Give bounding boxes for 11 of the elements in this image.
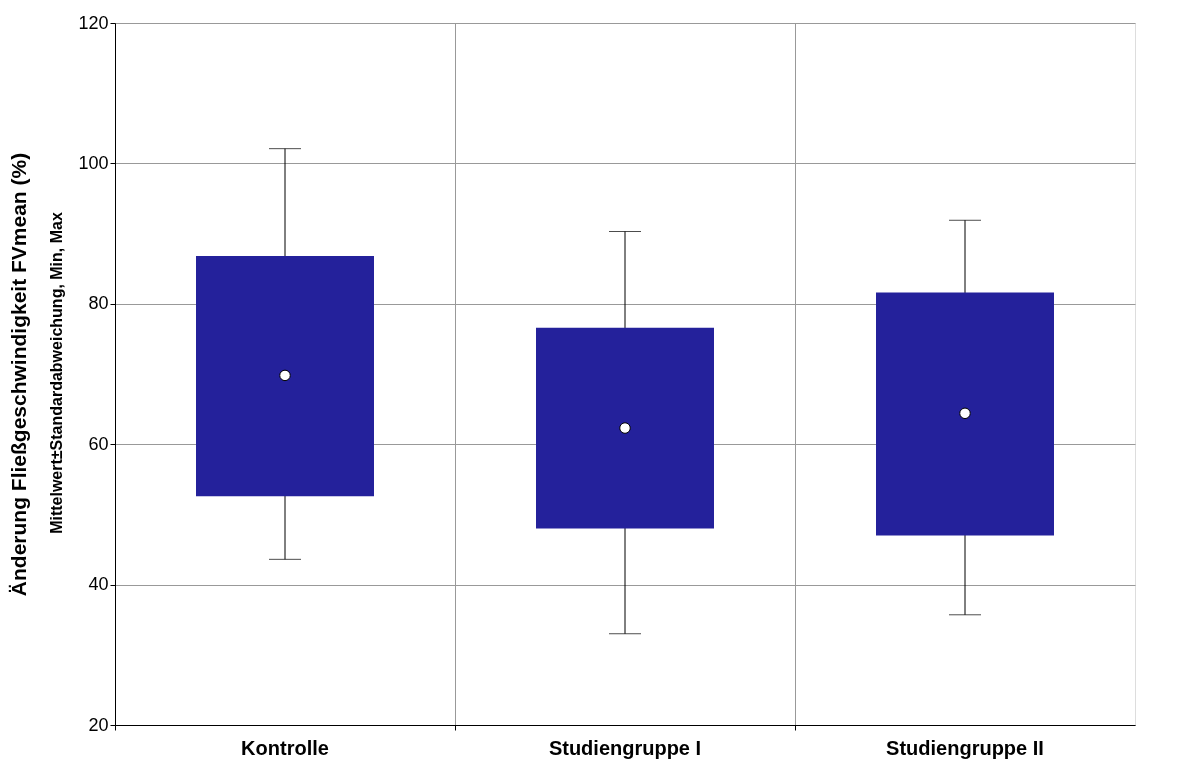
y-tick-label: 80 bbox=[88, 293, 109, 314]
y-tick-label: 60 bbox=[88, 433, 109, 454]
y-tick-label: 100 bbox=[78, 152, 109, 173]
text: Mittelwert±Standardabweichung, Min, Max bbox=[48, 212, 65, 534]
y-axis-title: Änderung Fließgeschwindigkeit FVmean (%) bbox=[7, 152, 31, 597]
x-tick-label: Studiengruppe II bbox=[886, 736, 1044, 759]
y-tick-label: 40 bbox=[88, 574, 109, 595]
y-tick-label: 20 bbox=[88, 714, 109, 735]
x-tick-label: Kontrolle bbox=[241, 736, 329, 759]
x-tick-label: Studiengruppe I bbox=[548, 736, 702, 759]
y-tick-label: 120 bbox=[78, 12, 109, 33]
